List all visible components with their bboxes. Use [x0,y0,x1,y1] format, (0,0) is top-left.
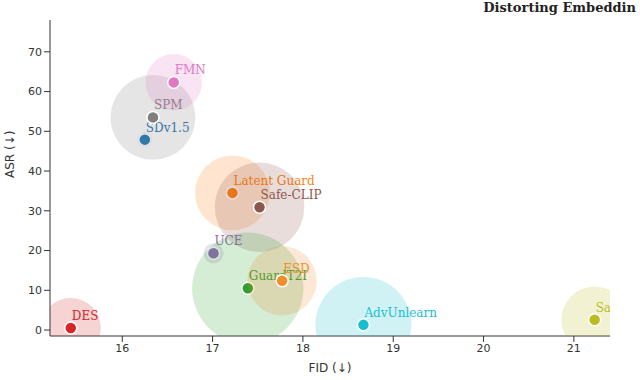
svg-text:DES: DES [72,309,99,323]
svg-text:17: 17 [206,342,220,355]
svg-text:FMN: FMN [175,63,206,77]
svg-text:50: 50 [28,125,42,138]
svg-text:FID (↓): FID (↓) [309,361,352,375]
svg-text:21: 21 [567,342,581,355]
svg-text:ASR (↓): ASR (↓) [8,131,17,178]
svg-text:16: 16 [115,342,129,355]
svg-text:AdvUnlearn: AdvUnlearn [363,306,437,320]
svg-text:18: 18 [296,342,310,355]
svg-text:70: 70 [28,46,42,59]
svg-text:10: 10 [28,284,42,297]
svg-text:ESD: ESD [283,262,310,276]
svg-text:20: 20 [477,342,491,355]
html-text:Distorting Embeddin: Distorting Embeddin [483,0,636,15]
svg-text:Safe-CLIP: Safe-CLIP [261,188,322,202]
svg-text:60: 60 [28,85,42,98]
svg-text:40: 40 [28,165,42,178]
svg-text:30: 30 [28,205,42,218]
svg-text:20: 20 [28,244,42,257]
svg-text:SalUn: SalUn [596,301,610,315]
svg-text:19: 19 [386,342,400,355]
svg-text:0: 0 [35,324,42,337]
